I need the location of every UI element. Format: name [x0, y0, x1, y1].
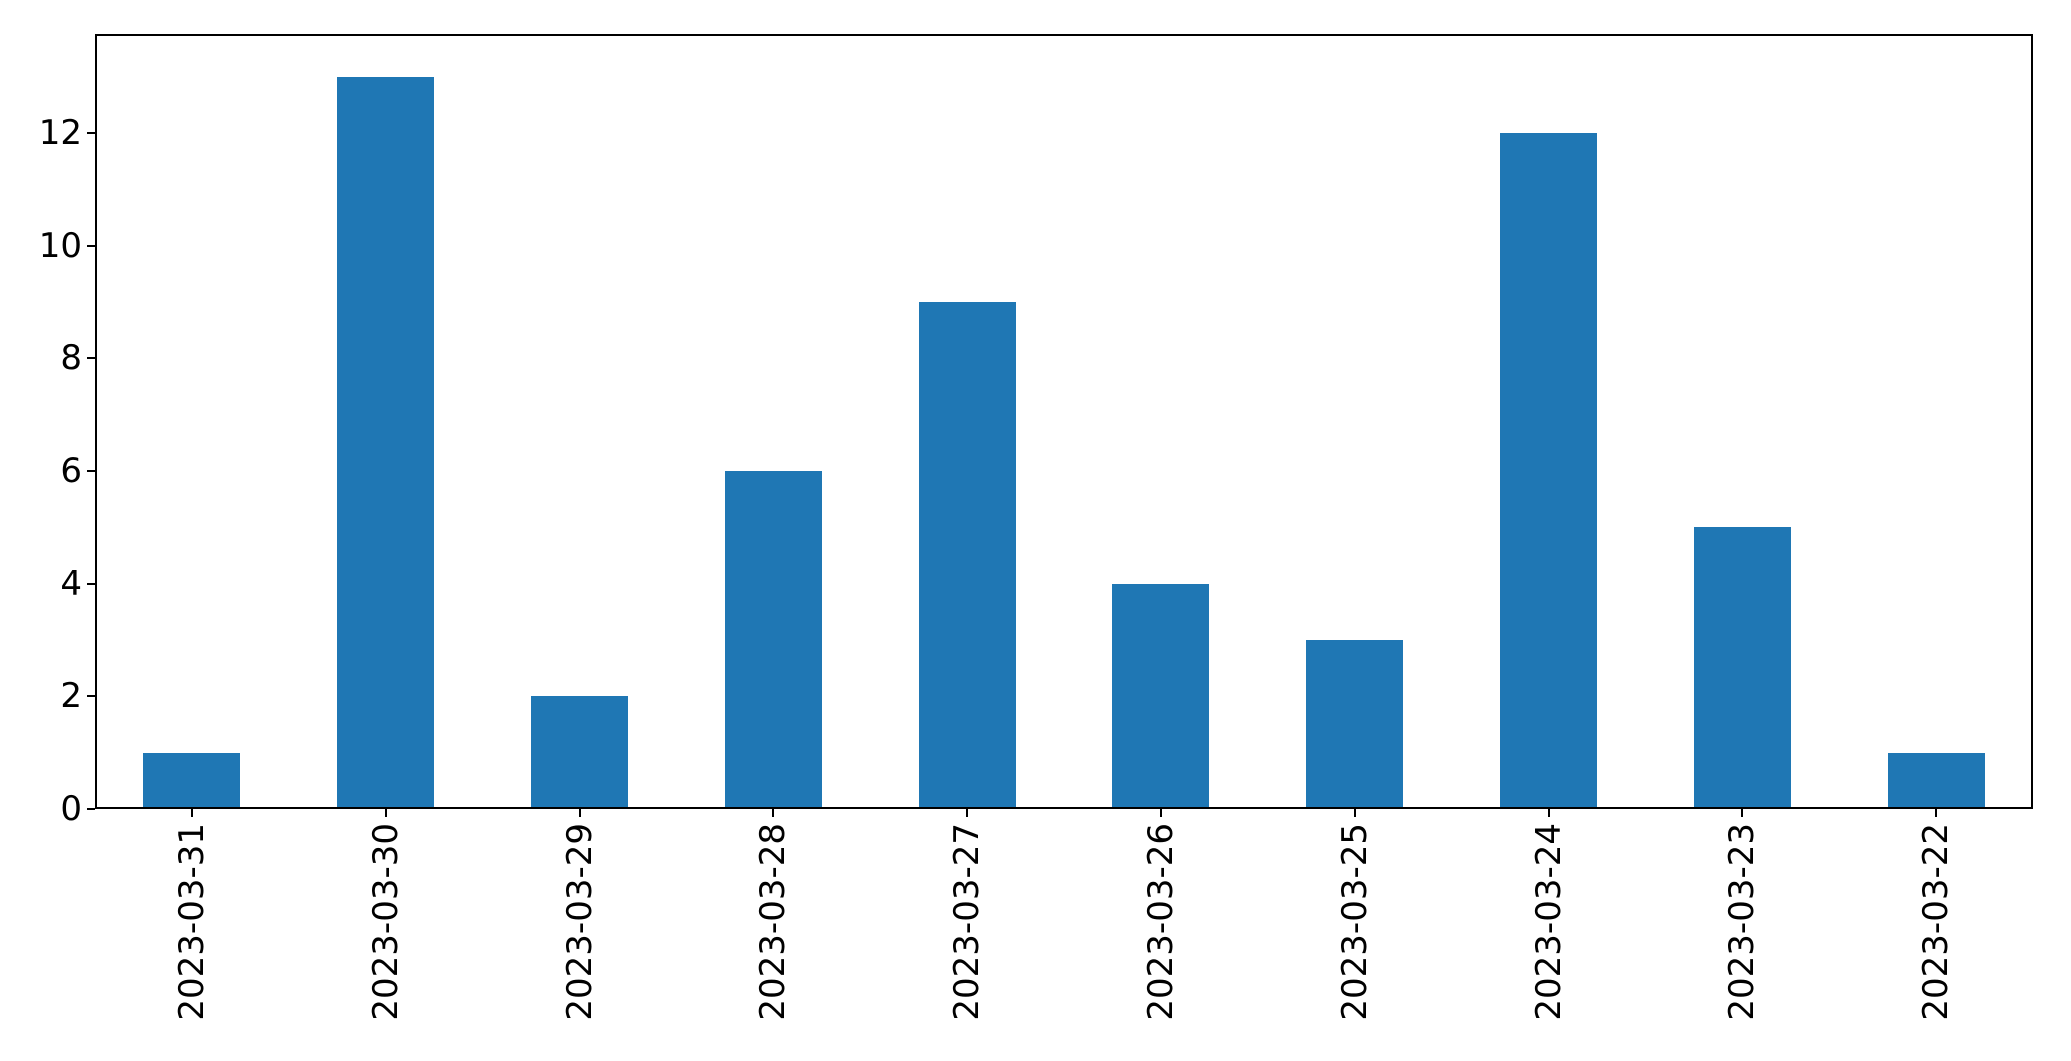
bar-2023-03-25: [1306, 640, 1404, 809]
x-tick-label: 2023-03-24: [1528, 823, 1569, 1021]
bar-2023-03-30: [337, 76, 435, 809]
y-tick-label: 4: [60, 563, 82, 604]
x-tick-label: 2023-03-23: [1722, 823, 1763, 1021]
y-tick-mark: [87, 695, 95, 698]
x-tick-mark: [384, 809, 387, 817]
x-tick-label: 2023-03-28: [753, 823, 794, 1021]
y-tick-label: 10: [38, 225, 82, 266]
y-tick-label: 0: [60, 789, 82, 829]
x-tick-label: 2023-03-26: [1140, 823, 1181, 1021]
x-tick-mark: [1353, 809, 1356, 817]
x-tick-label: 2023-03-30: [365, 823, 406, 1021]
x-tick-mark: [1935, 809, 1938, 817]
bar-2023-03-29: [531, 696, 628, 809]
y-tick-label: 6: [60, 451, 82, 492]
y-tick-mark: [87, 808, 95, 810]
bar-2023-03-26: [1112, 583, 1210, 809]
x-tick-mark: [1159, 809, 1162, 817]
x-tick-label: 2023-03-29: [559, 823, 600, 1021]
x-tick-mark: [1741, 809, 1744, 817]
x-tick-mark: [1547, 809, 1550, 817]
x-tick-label: 2023-03-27: [947, 823, 988, 1021]
x-tick-mark: [190, 809, 193, 817]
bar-2023-03-31: [143, 752, 241, 809]
y-tick-mark: [87, 357, 95, 360]
x-tick-mark: [966, 809, 969, 817]
bar-2023-03-24: [1500, 133, 1597, 809]
x-tick-mark: [772, 809, 775, 817]
bar-2023-03-28: [724, 471, 822, 809]
y-tick-label: 8: [60, 338, 82, 379]
bar-2023-03-22: [1887, 752, 1985, 809]
y-tick-mark: [87, 582, 95, 585]
bar-2023-03-27: [918, 302, 1016, 809]
bar-2023-03-23: [1693, 527, 1791, 809]
y-tick-mark: [87, 244, 95, 247]
x-tick-label: 2023-03-25: [1334, 823, 1375, 1021]
y-tick-label: 12: [38, 113, 82, 154]
y-tick-mark: [87, 470, 95, 473]
y-tick-mark: [87, 132, 95, 135]
x-tick-label: 2023-03-31: [171, 823, 212, 1021]
x-tick-label: 2023-03-22: [1916, 823, 1957, 1021]
x-tick-mark: [578, 809, 581, 817]
y-tick-label: 2: [60, 676, 82, 717]
